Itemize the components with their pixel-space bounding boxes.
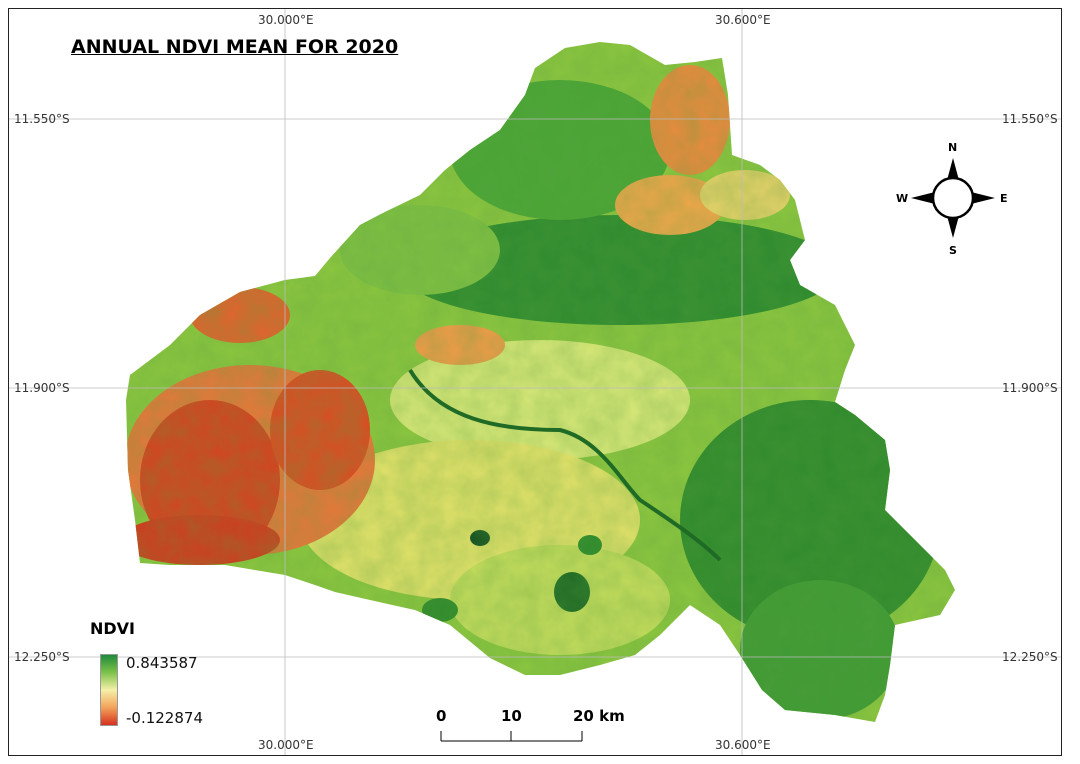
scale-bar (440, 731, 583, 742)
north-arrow-icon (911, 158, 995, 238)
legend-min-value: -0.122874 (126, 709, 203, 727)
left-label-11-900: 11.900°S (14, 381, 70, 395)
right-label-11-550: 11.550°S (1002, 112, 1058, 126)
bottom-label-30-000: 30.000°E (258, 738, 314, 752)
left-label-12-250: 12.250°S (14, 650, 70, 664)
bottom-label-30-600: 30.600°E (715, 738, 771, 752)
ndvi-raster (126, 42, 955, 722)
left-label-11-550: 11.550°S (14, 112, 70, 126)
legend-color-ramp (100, 654, 118, 726)
river (408, 368, 722, 562)
compass-w: W (896, 192, 909, 205)
compass-n: N (948, 141, 958, 154)
compass-e: E (1000, 192, 1008, 205)
map-title: ANNUAL NDVI MEAN FOR 2020 (71, 36, 399, 58)
compass-s: S (949, 244, 957, 257)
scale-label-20km: 20 km (573, 707, 625, 725)
scale-label-0: 0 (436, 707, 447, 725)
right-label-11-900: 11.900°S (1002, 381, 1058, 395)
legend-max-value: 0.843587 (126, 654, 198, 672)
top-label-30-000: 30.000°E (258, 13, 314, 27)
graticule (9, 9, 1061, 755)
legend-title: NDVI (90, 619, 136, 638)
scale-label-10: 10 (501, 707, 522, 725)
map-frame (8, 8, 1062, 756)
top-label-30-600: 30.600°E (715, 13, 771, 27)
right-label-12-250: 12.250°S (1002, 650, 1058, 664)
